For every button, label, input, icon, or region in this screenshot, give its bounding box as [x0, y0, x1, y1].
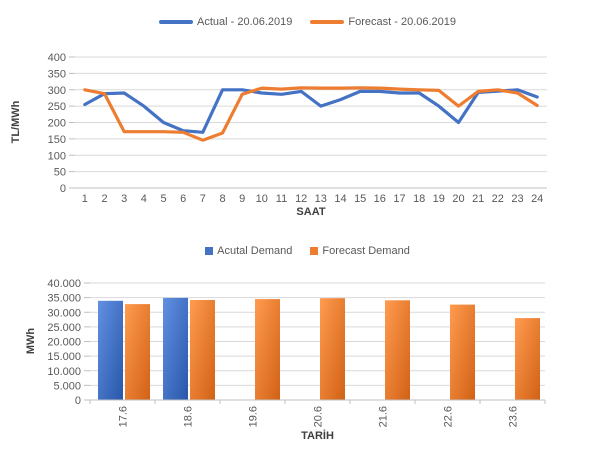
y-tick-label: 15.000 [47, 351, 81, 363]
x-tick-label: 23.6 [508, 406, 520, 427]
y-tick-label: 250 [48, 101, 66, 113]
x-tick-label: 16 [374, 193, 386, 205]
legend-label-actual: Actual - 20.06.2019 [196, 16, 293, 28]
x-tick-label: 18 [413, 193, 425, 205]
x-tick-label: 12 [295, 193, 307, 205]
bar [125, 304, 150, 400]
forecast-demand-swatch [310, 247, 319, 255]
legend-item-forecast: Forecast - 20.06.2019 [310, 16, 456, 28]
x-tick-label: 3 [121, 193, 127, 205]
bar-chart-plot-area: 0 5.000 10.000 15.000 20.000 25.000 30.000 35.0… [47, 278, 546, 427]
bar-chart-x-axis-title: TARİH [301, 430, 334, 442]
x-tick-label: 14 [334, 193, 346, 205]
x-tick-label: 4 [141, 193, 147, 205]
demand-bar-chart: Acutal Demand Forecast Demand 0 5.000 10.0… [0, 230, 615, 454]
bar [320, 298, 345, 400]
forecast-line-swatch [310, 20, 345, 24]
y-tick-label: 200 [48, 118, 66, 130]
x-tick-label: 1 [82, 193, 88, 205]
series-line [83, 88, 539, 134]
legend-label-forecast: Forecast - 20.06.2019 [348, 16, 457, 28]
y-tick-label: 35.000 [47, 293, 81, 305]
x-tick-label: 19 [433, 193, 445, 205]
bar [98, 300, 123, 400]
y-tick-label: 300 [48, 85, 66, 97]
x-tick-label: 22 [492, 193, 504, 205]
y-tick-label: 0 [60, 183, 66, 195]
x-tick-label: 2 [101, 193, 107, 205]
x-tick-label: 7 [200, 193, 206, 205]
x-tick-label: 21.6 [378, 406, 390, 427]
legend-label-forecast-demand: Forecast Demand [322, 245, 410, 257]
x-tick-label: 11 [276, 193, 287, 205]
y-tick-label: 0 [75, 395, 81, 407]
y-tick-label: 25.000 [47, 322, 81, 334]
x-tick-label: 15 [354, 193, 366, 205]
bar [450, 304, 475, 400]
x-tick-label: 17 [393, 193, 405, 205]
x-tick-label: 24 [531, 193, 543, 205]
y-tick-label: 30.000 [47, 307, 81, 319]
bar [163, 297, 188, 400]
bar [190, 300, 215, 400]
x-tick-label: 19.6 [248, 406, 260, 427]
line-chart-x-axis-title: SAAT [296, 206, 326, 218]
x-tick-label: 18.6 [183, 406, 195, 427]
x-tick-label: 17.6 [118, 406, 130, 427]
legend-item-forecast-demand: Forecast Demand [310, 245, 410, 257]
y-tick-label: 10.000 [47, 366, 81, 378]
x-tick-label: 23 [511, 193, 523, 205]
legend-label-actual-demand: Acutal Demand [217, 245, 293, 257]
x-tick-label: 10 [256, 193, 268, 205]
y-tick-label: 50 [54, 167, 66, 179]
y-tick-label: 100 [48, 150, 66, 162]
bar [385, 300, 410, 400]
actual-line-swatch [158, 20, 193, 24]
y-tick-label: 400 [48, 52, 66, 64]
x-tick-label: 22.6 [443, 406, 455, 427]
y-tick-label: 40.000 [47, 278, 81, 290]
legend-item-actual: Actual - 20.06.2019 [158, 16, 293, 28]
actual-demand-swatch [205, 247, 214, 255]
price-line-chart: Actual - 20.06.2019 Forecast - 20.06.201… [0, 16, 615, 218]
line-chart-legend: Actual - 20.06.2019 Forecast - 20.06.201… [0, 16, 615, 28]
x-tick-label: 21 [472, 193, 484, 205]
x-tick-label: 20 [452, 193, 464, 205]
series-line [83, 86, 539, 142]
y-tick-label: 350 [48, 68, 66, 80]
y-tick-label: 150 [48, 134, 66, 146]
y-tick-label: 5.000 [53, 380, 81, 392]
bar [515, 318, 540, 400]
x-tick-label: 8 [219, 193, 225, 205]
x-tick-label: 5 [160, 193, 166, 205]
x-tick-label: 6 [180, 193, 186, 205]
bar-chart-legend: Acutal Demand Forecast Demand [0, 245, 615, 257]
legend-item-actual-demand: Acutal Demand [205, 245, 292, 257]
y-tick-label: 20.000 [47, 337, 81, 349]
line-chart-y-axis-title: TL/MWh [10, 100, 22, 144]
bar [255, 299, 280, 400]
bar-chart-y-axis-title: MWh [25, 327, 37, 355]
x-tick-label: 13 [315, 193, 327, 205]
x-tick-label: 9 [239, 193, 245, 205]
x-tick-label: 20.6 [313, 406, 325, 427]
